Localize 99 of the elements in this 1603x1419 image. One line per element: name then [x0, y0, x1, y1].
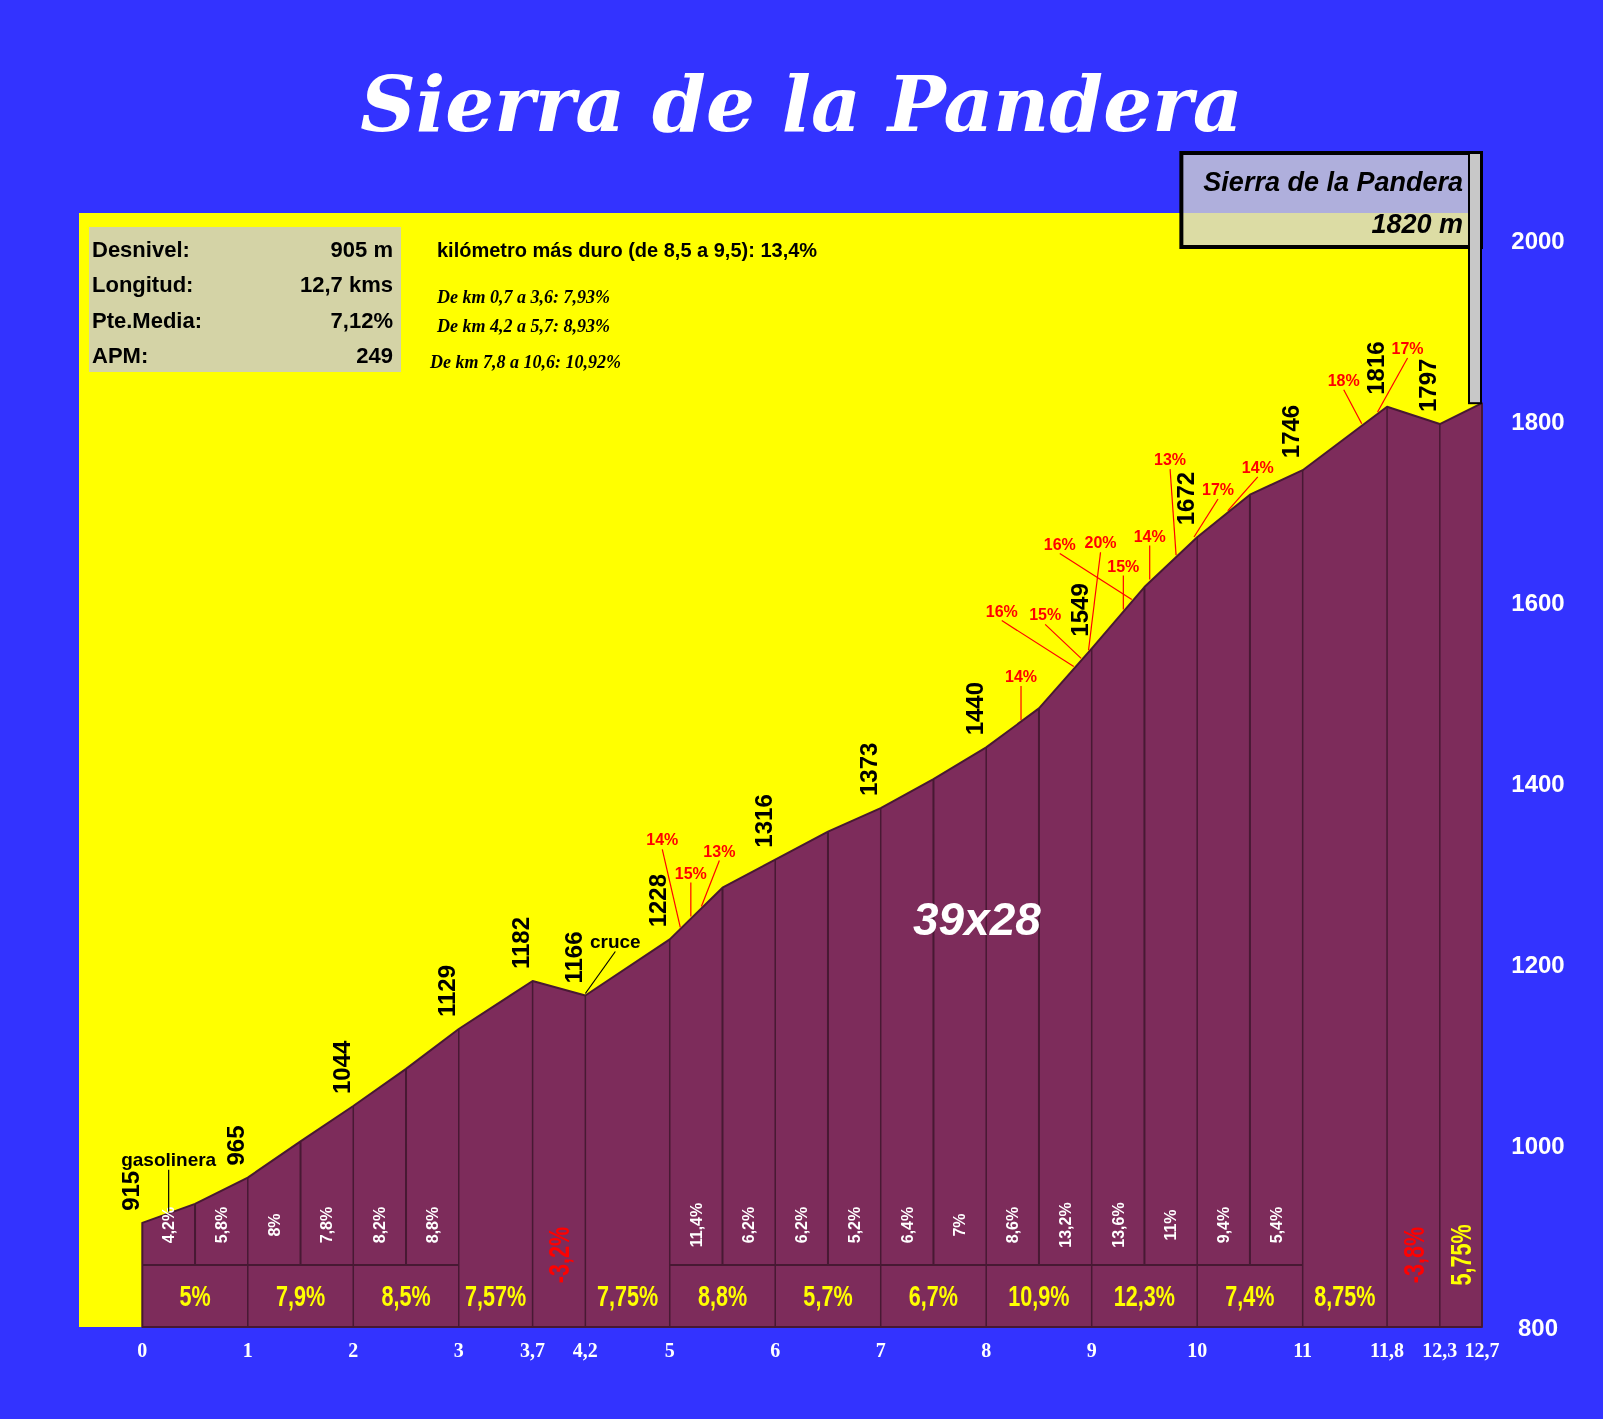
annotation: 14% [1133, 527, 1166, 545]
annotation: 13% [703, 842, 736, 860]
annotation: 7,57% [465, 1278, 527, 1314]
x-tick-label: 1 [242, 1339, 253, 1361]
x-tick-label: 11 [1293, 1339, 1313, 1361]
x-tick-label: 12,3 [1422, 1339, 1458, 1361]
annotation: gasolinera [121, 1148, 217, 1170]
annotation: 5,75% [1443, 1224, 1479, 1286]
annotation: 16% [985, 602, 1018, 620]
x-tick-label: 2 [348, 1339, 359, 1361]
x-tick-label: 12,7 [1464, 1339, 1500, 1361]
annotation: De km 4,2 a 5,7: 8,93% [436, 316, 610, 336]
annotation: 13,2% [1056, 1202, 1074, 1248]
annotation: 7,75% [596, 1278, 659, 1314]
data-label: 1129 [433, 964, 461, 1018]
annotation: 8,8% [697, 1278, 748, 1314]
annotation: Sierra de la Pandera 1820 m [1203, 167, 1463, 239]
annotation: 6,2% [740, 1206, 758, 1244]
data-label: 1797 [1414, 358, 1442, 413]
annotation: kilómetro más duro (de 8,5 a 9,5): 13,4% [437, 239, 818, 261]
x-tick-label: 7 [875, 1339, 886, 1361]
annotation: 14% [1005, 668, 1038, 685]
data-label: 1182 [507, 916, 535, 970]
annotation: 6,4% [898, 1206, 916, 1244]
annotation: 11% [1162, 1209, 1180, 1241]
text: Desnivel: 905 m [92, 237, 393, 262]
annotation: 15% [674, 864, 707, 882]
annotation: 13% [1154, 451, 1187, 469]
annotation: cruce [589, 930, 641, 952]
annotation: 8,8% [423, 1206, 441, 1244]
y-tick-label: 2000 [1511, 226, 1565, 254]
data-label: 1373 [855, 742, 883, 797]
annotation: 9,4% [1215, 1206, 1233, 1244]
text: APM: 249 [92, 342, 393, 368]
annotation: 8,75% [1314, 1278, 1376, 1314]
annotation: 5,2% [845, 1206, 863, 1244]
x-tick-label: 8 [981, 1339, 992, 1361]
annotation: 10,9% [1008, 1278, 1070, 1314]
annotation: De km 7,8 a 10,6: 10,92% [429, 352, 621, 372]
annotation: 39x28 [912, 893, 1042, 945]
data-label: 1440 [960, 681, 988, 736]
data-label: 965 [222, 1125, 250, 1166]
y-tick-label: 1800 [1511, 407, 1565, 435]
annotation: 7% [951, 1213, 969, 1237]
annotation: 6,7% [908, 1278, 959, 1314]
annotation: 18% [1327, 371, 1360, 389]
x-tick-label: 6 [770, 1339, 781, 1361]
annotation: 16% [1043, 535, 1076, 553]
text: Longitud: 12,7 kms [92, 272, 393, 298]
y-tick-label: 1400 [1511, 770, 1565, 798]
annotation: 8% [265, 1213, 283, 1237]
annotation: 11,4% [687, 1202, 705, 1248]
annotation: 12,3% [1113, 1278, 1176, 1314]
y-tick-label: 1000 [1511, 1132, 1565, 1160]
annotation: 5,4% [1267, 1206, 1285, 1244]
annotation: 7,4% [1225, 1278, 1275, 1314]
x-tick-label: 3,7 [520, 1339, 546, 1361]
data-label: 1316 [749, 794, 777, 848]
annotation: 15% [1029, 606, 1062, 624]
annotation: 8,5% [381, 1278, 431, 1314]
x-tick-label: 5 [664, 1339, 675, 1361]
annotation: 7,9% [275, 1278, 326, 1314]
data-label: 1549 [1066, 583, 1094, 637]
annotation: 7,8% [318, 1206, 336, 1244]
x-tick-label: 4,2 [572, 1339, 598, 1361]
data-label: 915 [116, 1170, 144, 1211]
x-tick-label: 3 [453, 1339, 464, 1361]
annotation: 5,7% [803, 1278, 853, 1314]
annotation: 14% [1241, 458, 1274, 476]
annotation: -3,8% [1396, 1226, 1431, 1284]
data-label: 1816 [1361, 341, 1389, 395]
y-tick-label: 1600 [1511, 588, 1565, 616]
x-tick-label: 10 [1187, 1339, 1208, 1361]
annotation: 17% [1202, 481, 1235, 499]
text: Pte.Media: 7,12% [92, 307, 393, 333]
annotation: 15% [1107, 557, 1140, 575]
annotation: 5,8% [212, 1206, 230, 1244]
annotation: 17% [1391, 340, 1424, 358]
data-label: 1166 [559, 931, 587, 984]
x-tick-label: 0 [137, 1339, 148, 1361]
x-tick-label: 9 [1086, 1339, 1097, 1361]
annotation: 5% [179, 1278, 211, 1314]
annotation: 6,2% [793, 1206, 811, 1244]
annotation: -3,2% [541, 1226, 577, 1284]
annotation: 20% [1084, 534, 1117, 552]
data-label: 1672 [1171, 471, 1199, 526]
annotation: 8,6% [1004, 1206, 1022, 1244]
annotation: 8,2% [371, 1206, 389, 1244]
data-label: 1044 [327, 1039, 355, 1095]
annotation: 13,6% [1109, 1202, 1127, 1248]
annotation: 4,2% [160, 1206, 178, 1244]
chart-title: Sierra de la Pandera [360, 59, 1243, 149]
x-tick-label: 11,8 [1370, 1339, 1405, 1361]
data-label: 1228 [644, 873, 672, 928]
y-tick-label: 800 [1517, 1313, 1559, 1341]
data-label: 1746 [1277, 404, 1305, 459]
annotation: 14% [646, 831, 679, 849]
y-tick-label: 1200 [1511, 951, 1565, 979]
annotation: De km 0,7 a 3,6: 7,93% [436, 287, 610, 307]
